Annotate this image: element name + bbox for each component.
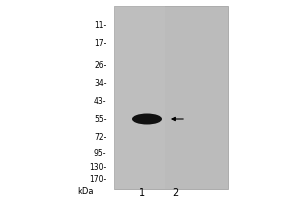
Bar — [114, 6, 228, 189]
Text: 72-: 72- — [94, 132, 106, 142]
Text: 1: 1 — [140, 188, 146, 198]
Bar — [114, 6, 165, 189]
Text: 2: 2 — [172, 188, 178, 198]
Text: 170-: 170- — [89, 176, 106, 184]
Ellipse shape — [132, 114, 162, 124]
Text: 26-: 26- — [94, 60, 106, 70]
Text: 43-: 43- — [94, 98, 106, 106]
Text: 130-: 130- — [89, 162, 106, 171]
Text: 95-: 95- — [94, 148, 106, 158]
Text: 34-: 34- — [94, 78, 106, 88]
Text: 55-: 55- — [94, 114, 106, 123]
Text: kDa: kDa — [77, 188, 94, 196]
Text: 17-: 17- — [94, 40, 106, 48]
Text: 11-: 11- — [94, 21, 106, 29]
